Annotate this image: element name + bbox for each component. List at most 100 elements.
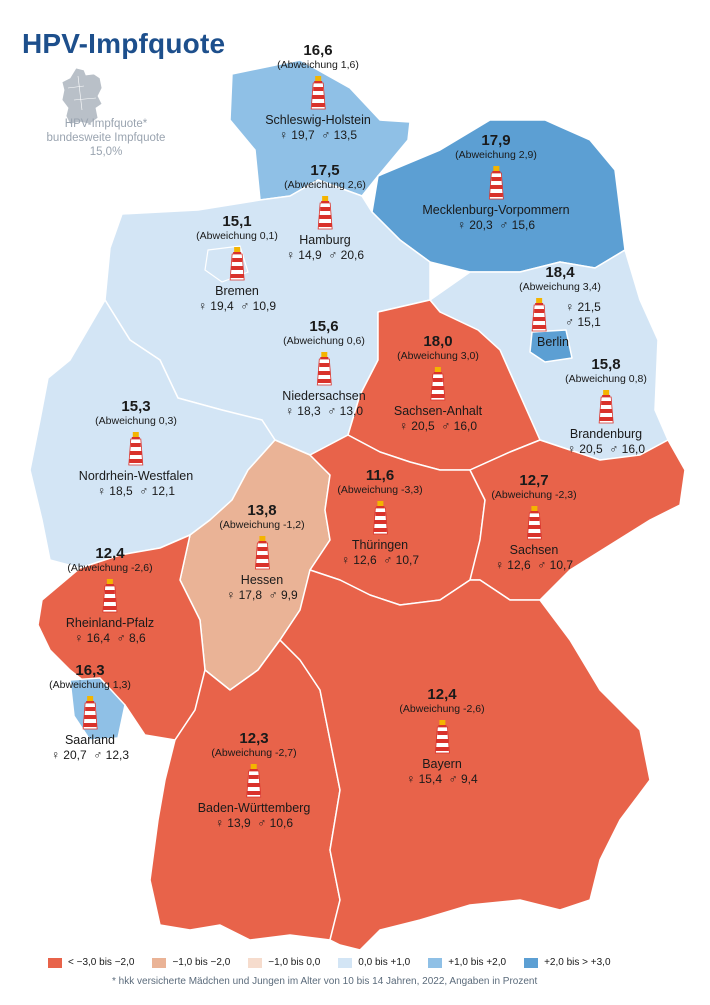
state-female-rate: ♀ 16,4 — [74, 631, 110, 645]
state-name: Hamburg — [299, 233, 351, 247]
state-quote: 18,0 — [423, 333, 453, 350]
state-male-rate: ♂ 16,0 — [609, 442, 646, 456]
state-deviation: (Abweichung -2,3) — [491, 489, 577, 501]
state-quote: 12,4 — [95, 545, 125, 562]
national-rate-line2: bundesweite Impfquote — [46, 132, 166, 144]
state-quote: 15,6 — [309, 318, 339, 335]
legend-swatch — [152, 957, 167, 968]
state-female-rate: ♀ 17,8 — [226, 588, 262, 602]
state-deviation: (Abweichung 2,9) — [455, 149, 537, 161]
state-deviation: (Abweichung -2,7) — [211, 747, 297, 759]
state-female-rate: ♀ 19,7 — [278, 128, 315, 142]
state-female-rate: ♀ 18,3 — [284, 404, 321, 418]
state-label-thueringen: 11,6 (Abweichung -3,3) Thüringen ♀ 12,6 … — [337, 467, 422, 568]
state-name: Nordrhein-Westfalen — [78, 469, 194, 483]
state-label-berlin: 18,4 (Abweichung 3,4) ♀ 21,5 ♂ 15,1 Berli… — [519, 264, 601, 350]
state-quote: 17,5 — [310, 162, 340, 179]
lighthouse-icon — [531, 298, 547, 332]
state-name: Berlin — [537, 335, 569, 349]
state-male-rate: ♂ 9,9 — [268, 588, 298, 602]
state-name: Niedersachsen — [282, 389, 366, 403]
legend-swatch — [48, 957, 62, 968]
lighthouse-icon — [310, 76, 326, 110]
state-deviation: (Abweichung 0,1) — [196, 230, 278, 242]
state-male-rate: ♂ 15,1 — [565, 314, 601, 329]
state-area-berlin[interactable] — [529, 329, 573, 363]
national-rate-value: 15,0% — [89, 146, 123, 158]
lighthouse-icon — [526, 506, 542, 540]
state-label-schleswig-holstein: 16,6 (Abweichung 1,6) Schleswig-Holstein… — [265, 42, 371, 143]
state-label-baden-wuerttemberg: 12,3 (Abweichung -2,7) Baden-Württemberg… — [198, 730, 311, 831]
state-female-rate: ♀ 13,9 — [214, 816, 251, 830]
state-label-rheinland-pfalz: 12,4 (Abweichung -2,6) Rheinland-Pfalz ♀… — [66, 545, 154, 646]
state-name: Thüringen — [351, 538, 409, 552]
state-female-rate: ♀ 21,5 — [565, 299, 601, 314]
legend-item: +1,0 bis +2,0 — [428, 957, 506, 968]
state-deviation: (Abweichung 0,3) — [95, 415, 177, 427]
state-female-rate: ♀ 19,4 — [197, 299, 234, 313]
state-female-rate: ♀ 12,6 — [340, 553, 377, 567]
lighthouse-icon — [317, 196, 333, 230]
state-label-sachsen-anhalt: 18,0 (Abweichung 3,0) Sachsen-Anhalt ♀ 2… — [394, 333, 482, 434]
state-deviation: (Abweichung 0,8) — [565, 373, 647, 385]
legend-label: +1,0 bis +2,0 — [448, 957, 507, 968]
state-label-hamburg: 17,5 (Abweichung 2,6) Hamburg ♀ 14,9 ♂ 2… — [284, 162, 366, 263]
state-female-rate: ♀ 14,9 — [285, 248, 322, 262]
legend-swatch — [524, 957, 539, 968]
state-female-rate: ♀ 20,5 — [566, 442, 603, 456]
state-male-rate: ♂ 10,7 — [537, 558, 574, 572]
state-male-rate: ♂ 16,0 — [441, 419, 478, 433]
state-name: Mecklenburg-Vorpommern — [422, 203, 570, 217]
state-area-sachsen[interactable] — [469, 439, 686, 601]
germany-mini-map-icon — [61, 67, 103, 125]
legend-swatch — [248, 957, 263, 968]
state-label-hessen: 13,8 (Abweichung -1,2) Hessen ♀ 17,8 ♂ 9… — [219, 502, 304, 603]
state-label-bremen: 15,1 (Abweichung 0,1) Bremen ♀ 19,4 ♂ 10… — [196, 213, 278, 314]
state-quote: 17,9 — [481, 132, 511, 149]
state-male-rate: ♂ 10,7 — [383, 553, 420, 567]
state-deviation: (Abweichung -3,3) — [337, 484, 423, 496]
lighthouse-icon — [430, 367, 446, 401]
state-deviation: (Abweichung 3,0) — [397, 350, 479, 362]
state-name: Hessen — [240, 573, 284, 587]
legend-swatch — [338, 957, 353, 968]
state-name: Brandenburg — [569, 427, 643, 441]
legend-item: −1,0 bis 0,0 — [248, 957, 320, 968]
state-female-rate: ♀ 12,6 — [494, 558, 531, 572]
state-quote: 13,8 — [247, 502, 277, 519]
legend-item: +2,0 bis > +3,0 — [524, 957, 611, 968]
state-deviation: (Abweichung 3,4) — [519, 281, 601, 293]
legend-label: < −3,0 bis −2,0 — [68, 957, 135, 968]
state-area-schleswig-holstein[interactable] — [229, 59, 411, 201]
state-area-bayern[interactable] — [279, 569, 651, 951]
state-deviation: (Abweichung 2,6) — [284, 179, 366, 191]
lighthouse-icon — [598, 390, 614, 424]
state-male-rate: ♂ 12,3 — [93, 748, 130, 762]
state-male-rate: ♂ 12,1 — [139, 484, 176, 498]
state-label-bayern: 12,4 (Abweichung -2,6) Bayern ♀ 15,4 ♂ 9… — [399, 686, 484, 787]
lighthouse-icon — [246, 764, 262, 798]
state-female-rate: ♀ 18,5 — [96, 484, 133, 498]
state-label-mecklenburg-vorpommern: 17,9 (Abweichung 2,9) Mecklenburg-Vorpom… — [422, 132, 569, 233]
state-label-saarland: 16,3 (Abweichung 1,3) Saarland ♀ 20,7 ♂ … — [49, 662, 131, 763]
state-quote: 15,3 — [121, 398, 151, 415]
lighthouse-icon — [82, 696, 98, 730]
state-name: Bayern — [422, 757, 462, 771]
legend-label: 0,0 bis +1,0 — [358, 957, 411, 968]
map-legend: < −3,0 bis −2,0 −1,0 bis −2,0 −1,0 bis 0… — [48, 957, 611, 968]
state-label-sachsen: 12,7 (Abweichung -2,3) Sachsen ♀ 12,6 ♂ … — [491, 472, 576, 573]
lighthouse-icon — [102, 579, 118, 613]
lighthouse-icon — [229, 247, 245, 281]
state-name: Bremen — [215, 284, 259, 298]
state-deviation: (Abweichung 1,6) — [277, 59, 359, 71]
legend-item: −1,0 bis −2,0 — [152, 957, 230, 968]
state-quote: 12,7 — [519, 472, 549, 489]
legend-item: 0,0 bis +1,0 — [338, 957, 410, 968]
state-quote: 12,3 — [239, 730, 269, 747]
state-male-rate: ♂ 13,5 — [321, 128, 358, 142]
legend-label: +2,0 bis > +3,0 — [544, 957, 611, 968]
state-female-rate: ♀ 20,5 — [398, 419, 435, 433]
state-label-niedersachsen: 15,6 (Abweichung 0,6) Niedersachsen ♀ 18… — [282, 318, 365, 419]
state-name: Baden-Württemberg — [197, 801, 311, 815]
